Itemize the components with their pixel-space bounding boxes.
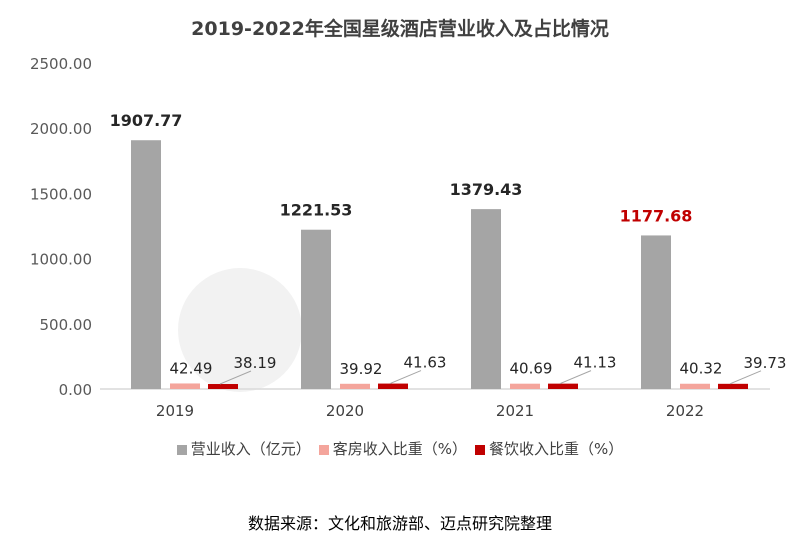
- y-tick-label: 0.00: [59, 381, 92, 399]
- data-label: 39.92: [340, 360, 383, 378]
- bar-2: [718, 383, 748, 389]
- bar-0: [131, 140, 161, 389]
- leader-line: [219, 370, 252, 385]
- y-tick-label: 2000.00: [30, 120, 92, 138]
- data-label: 1379.43: [450, 180, 523, 199]
- bar-1: [510, 383, 540, 389]
- data-label: 40.69: [510, 360, 553, 378]
- plot-area: 0.00 500.00 1000.00 1500.00 2000.00 2500.00 20…: [30, 55, 787, 420]
- legend-swatch: [176, 444, 187, 455]
- bar-0: [301, 229, 331, 389]
- x-tick-label: 2021: [496, 402, 534, 420]
- data-label: 1221.53: [280, 201, 353, 220]
- leader-line: [389, 370, 422, 385]
- legend-item: 餐饮收入比重（%）: [475, 438, 623, 459]
- legend-swatch: [475, 444, 485, 455]
- leader-line: [559, 370, 592, 385]
- leader-line: [729, 370, 762, 385]
- y-tick-label: 1000.00: [30, 251, 92, 269]
- legend-item: 客房收入比重（%）: [318, 438, 467, 459]
- y-tick-label: 2500.00: [30, 55, 92, 73]
- data-label: 1907.77: [110, 111, 183, 130]
- data-label: 40.32: [680, 360, 723, 378]
- bar-1: [680, 383, 710, 389]
- y-tick-label: 1500.00: [30, 185, 92, 203]
- source-note: 数据来源：文化和旅游部、迈点研究院整理: [247, 514, 552, 533]
- data-label: 1177.68: [620, 206, 693, 225]
- x-tick-label: 2020: [326, 402, 364, 420]
- bar-2: [378, 383, 408, 389]
- data-label: 41.13: [574, 354, 617, 372]
- bar-1: [340, 383, 370, 389]
- bar-2: [548, 383, 578, 389]
- data-label: 42.49: [170, 359, 213, 377]
- data-label: 39.73: [744, 354, 787, 372]
- x-tick-label: 2022: [666, 402, 704, 420]
- watermark-logo: [178, 268, 302, 392]
- bar-0: [471, 209, 501, 389]
- legend-item: 营业收入（亿元）: [176, 438, 311, 459]
- data-label: 41.63: [404, 354, 447, 372]
- bar-1: [170, 383, 200, 389]
- x-tick-label: 2019: [156, 402, 194, 420]
- legend-swatch: [318, 444, 329, 455]
- chart-title: 2019-2022年全国星级酒店营业收入及占比情况: [191, 18, 609, 40]
- legend-label: 客房收入比重（%）: [332, 440, 467, 458]
- legend-label: 餐饮收入比重（%）: [489, 440, 624, 458]
- legend-label: 营业收入（亿元）: [190, 440, 311, 458]
- bar-2: [208, 384, 238, 389]
- data-label: 38.19: [234, 354, 277, 372]
- bar-0: [641, 235, 671, 389]
- y-tick-label: 500.00: [40, 316, 93, 334]
- legend: 营业收入（亿元） 客房收入比重（%） 餐饮收入比重（%）: [0, 438, 800, 459]
